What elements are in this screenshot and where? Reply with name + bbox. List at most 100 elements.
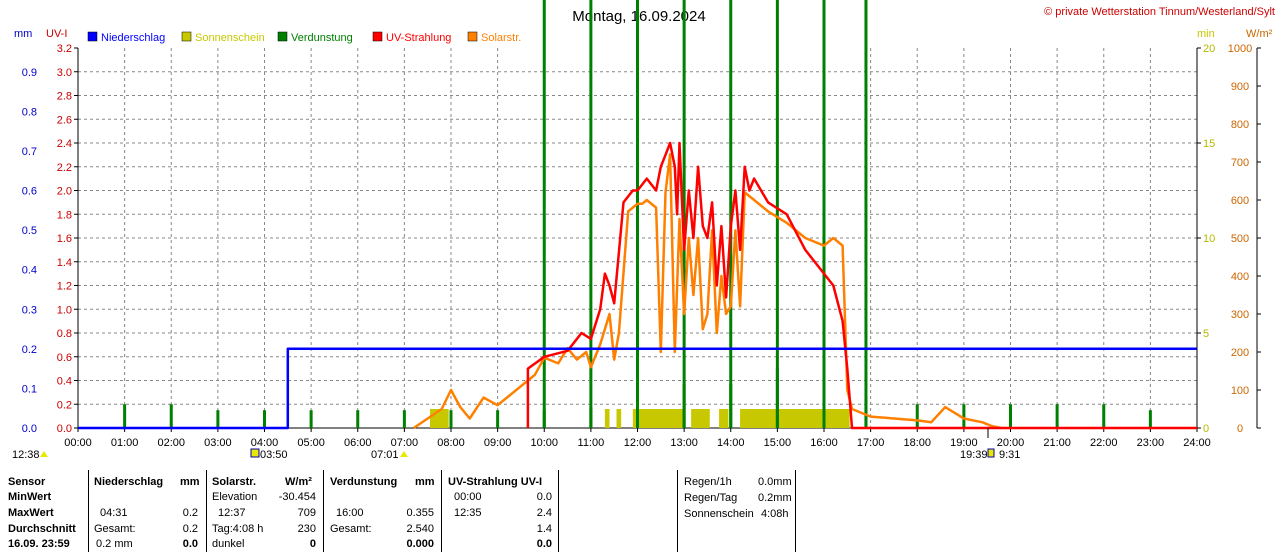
- series-line-uv-strahlung: [526, 141, 1197, 430]
- evaporation-bar-tall: [636, 0, 639, 428]
- twilight-time: 12:38: [12, 449, 40, 461]
- min-tick-label: 15: [1203, 138, 1215, 150]
- evaporation-bar-tall: [775, 0, 779, 429]
- sunrise-icon: [250, 448, 260, 458]
- x-tick-label: 08:00: [437, 437, 465, 449]
- evaporation-bar: [496, 410, 500, 428]
- wm2-tick-label: 1000: [1228, 43, 1252, 55]
- x-tick-label: 21:00: [1043, 437, 1071, 449]
- uv-tick-label: 1.2: [57, 281, 72, 293]
- rise-time: 07:01: [371, 449, 399, 461]
- divider: [441, 470, 442, 552]
- sunshine-bar: [719, 409, 729, 428]
- x-tick-label: 22:00: [1090, 437, 1118, 449]
- evaporation-bar-tall: [864, 0, 868, 428]
- legend-label: Solarstr.: [481, 32, 521, 44]
- divider: [206, 470, 207, 552]
- wm2-tick-label: 800: [1231, 119, 1249, 131]
- uv-tick-label: 3.2: [57, 43, 72, 55]
- wm2-tick-label: 200: [1231, 347, 1249, 359]
- evaporation-bar-tall: [589, 0, 593, 428]
- regen1h-label: Regen/1h: [684, 476, 732, 488]
- row-label-avg: Durchschnitt: [8, 523, 76, 535]
- wm2-tick-label: 100: [1231, 385, 1249, 397]
- row-label-min: MinWert: [8, 491, 52, 503]
- uv-tick-label: 2.0: [57, 186, 72, 198]
- sunset-icon: [987, 448, 995, 458]
- x-tick-label: 11:00: [578, 437, 605, 449]
- uv-tick-label: 1.0: [57, 304, 72, 316]
- uv-tick-label: 0.4: [57, 376, 72, 388]
- wm2-tick-label: 500: [1231, 233, 1249, 245]
- rise-icon: [400, 451, 408, 457]
- mm-tick-label: 0.9: [22, 67, 37, 79]
- x-tick-label: 17:00: [857, 437, 885, 449]
- x-tick-label: 00:00: [64, 437, 92, 449]
- evaporation-bar-tall: [729, 0, 733, 428]
- x-tick-label: 04:00: [251, 437, 279, 449]
- sonnenschein-label: Sonnenschein: [684, 508, 754, 520]
- x-tick-label: 10:00: [530, 437, 558, 449]
- x-tick-label: 18:00: [903, 437, 931, 449]
- mm-tick-label: 0.5: [22, 225, 37, 237]
- wm2-tick-label: 700: [1231, 157, 1249, 169]
- divider: [795, 470, 796, 552]
- mm-tick-label: 0.2: [22, 344, 37, 356]
- solar-elev-val: -30.454: [278, 491, 316, 503]
- evaporation-bar: [216, 410, 220, 428]
- unit-wm2: W/m²: [1246, 28, 1273, 40]
- sunshine-bar: [632, 409, 685, 428]
- wm2-tick-label: 400: [1231, 271, 1249, 283]
- divider: [558, 470, 559, 552]
- uv-tick-label: 1.8: [57, 209, 72, 221]
- uv-tick-label: 1.4: [57, 257, 72, 269]
- uv-tick-label: 2.6: [57, 114, 72, 126]
- legend-label: UV-Strahlung: [386, 32, 451, 44]
- statistics-table: Sensor MinWert MaxWert Durchschnitt 16.0…: [0, 470, 1280, 552]
- weather-chart: Montag, 16.09.2024 © private Wetterstati…: [12, 0, 1275, 461]
- divider: [323, 470, 324, 552]
- uv-tick-label: 0.8: [57, 328, 72, 340]
- regen1h-val: 0.0mm: [758, 476, 792, 488]
- niederschlag-max-val: 0.2: [182, 507, 198, 519]
- evaporation-bar: [402, 410, 406, 428]
- evaporation-bar-tall: [682, 0, 686, 428]
- uv-min-time: 00:00: [454, 491, 482, 503]
- mm-tick-label: 0.4: [22, 265, 37, 277]
- solar-max-time: 12:37: [218, 507, 246, 519]
- legend-swatch: [87, 31, 98, 42]
- mm-tick-label: 0.3: [22, 304, 37, 316]
- evaporation-bar: [1055, 404, 1059, 428]
- min-tick-label: 20: [1203, 43, 1215, 55]
- min-tick-label: 10: [1203, 233, 1215, 245]
- x-tick-label: 14:00: [717, 437, 745, 449]
- x-tick-label: 05:00: [297, 437, 325, 449]
- row-label-current: 16.09. 23:59: [8, 538, 70, 550]
- uv-tick-label: 0.0: [57, 423, 72, 435]
- evaporation-bar-tall: [542, 0, 546, 428]
- uv-max-time: 12:35: [454, 507, 482, 519]
- sunshine-bar: [616, 409, 622, 428]
- wm2-tick-label: 900: [1231, 81, 1249, 93]
- evaporation-bar: [309, 410, 313, 428]
- legend: Niederschlag Sonnenschein Verdunstung UV-St…: [87, 31, 521, 44]
- verdunstung-max-val: 0.355: [406, 507, 434, 519]
- uv-tick-label: 3.0: [57, 67, 72, 79]
- x-tick-label: 20:00: [997, 437, 1025, 449]
- x-tick-label: 24:00: [1183, 437, 1211, 449]
- solar-unit: W/m²: [285, 476, 312, 488]
- sunrise-time: 03:50: [260, 449, 288, 461]
- sunshine-bar: [740, 409, 850, 428]
- axes: 00:00 01:00 02:00 03:00 04:00 05:00 06:00 07:00…: [22, 43, 1261, 449]
- evaporation-bar: [915, 404, 919, 428]
- unit-min: min: [1197, 28, 1215, 40]
- min-tick-label: 0: [1203, 423, 1209, 435]
- solar-head: Solarstr.: [212, 476, 257, 488]
- evaporation-bar-tall: [822, 0, 826, 428]
- verdunstung-gesamt-val: 2.540: [406, 523, 434, 535]
- niederschlag-gesamt-val: 0.2: [182, 523, 198, 535]
- legend-swatch: [277, 31, 288, 42]
- uv-tick-label: 0.6: [57, 352, 72, 364]
- legend-swatch: [372, 31, 383, 42]
- sunshine-bar: [691, 409, 710, 428]
